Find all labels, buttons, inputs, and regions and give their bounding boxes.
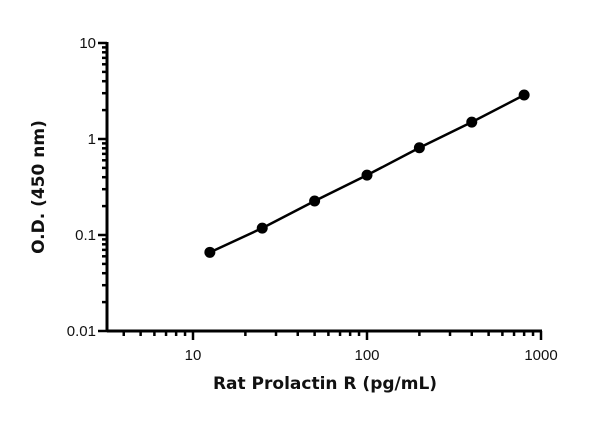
data-point [256,222,268,234]
x-tick-labels: 10 100 1000 [185,347,558,364]
y-axis [98,41,109,333]
y-axis-title: O.D. (450 nm) [29,120,49,254]
data-point [309,195,321,207]
y-tick-label: 0.1 [75,227,96,244]
x-axis [106,329,543,340]
data-point [204,246,216,258]
x-tick-label: 1000 [524,347,557,364]
data-point [413,142,425,154]
y-tick-label: 10 [79,35,96,52]
y-tick-label: 1 [88,131,96,148]
y-tick-labels: 0.01 0.1 1 10 [67,35,96,340]
data-point [361,169,373,181]
x-tick-label: 100 [354,347,379,364]
x-tick-label: 10 [185,347,202,364]
data-point [466,116,478,128]
x-axis-title: Rat Prolactin R (pg/mL) [213,374,437,394]
data-point [518,89,530,101]
data-points [204,89,530,258]
y-tick-label: 0.01 [67,323,96,340]
